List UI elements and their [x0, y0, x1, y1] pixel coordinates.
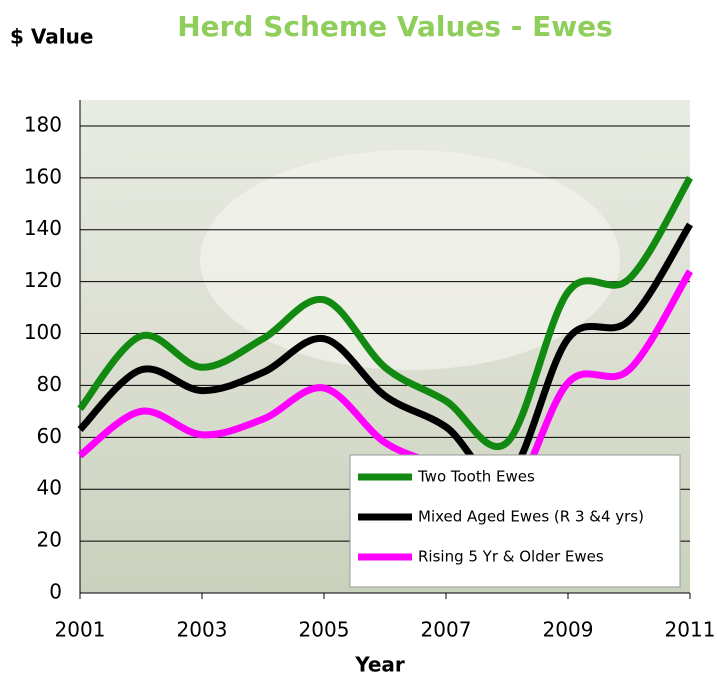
legend-label: Mixed Aged Ewes (R 3 &4 yrs) — [418, 508, 644, 526]
y-tick-label: 80 — [37, 372, 62, 396]
x-tick-label: 2003 — [177, 618, 228, 642]
legend: Two Tooth Ewes Mixed Aged Ewes (R 3 &4 yr… — [350, 455, 680, 587]
y-tick-label: 40 — [37, 476, 62, 500]
chart: Herd Scheme Values - Ewes $ Value Year 0… — [0, 0, 717, 677]
y-tick-label: 180 — [24, 112, 62, 136]
legend-label: Rising 5 Yr & Older Ewes — [418, 548, 604, 566]
y-tick-label: 100 — [24, 320, 62, 344]
y-tick-label: 0 — [49, 580, 62, 604]
y-tick-label: 60 — [37, 424, 62, 448]
x-tick-label: 2009 — [543, 618, 594, 642]
y-tick-label: 140 — [24, 216, 62, 240]
y-tick-label: 20 — [37, 528, 62, 552]
x-tick-label: 2001 — [55, 618, 106, 642]
x-tick-label: 2007 — [421, 618, 472, 642]
y-tick-label: 120 — [24, 268, 62, 292]
x-axis-label: Year — [354, 653, 405, 677]
y-tick-label: 160 — [24, 164, 62, 188]
x-tick-label: 2005 — [299, 618, 350, 642]
y-axis-label: $ Value — [10, 25, 93, 49]
chart-title: Herd Scheme Values - Ewes — [177, 10, 613, 43]
x-tick-label: 2011 — [665, 618, 716, 642]
legend-label: Two Tooth Ewes — [417, 468, 535, 486]
